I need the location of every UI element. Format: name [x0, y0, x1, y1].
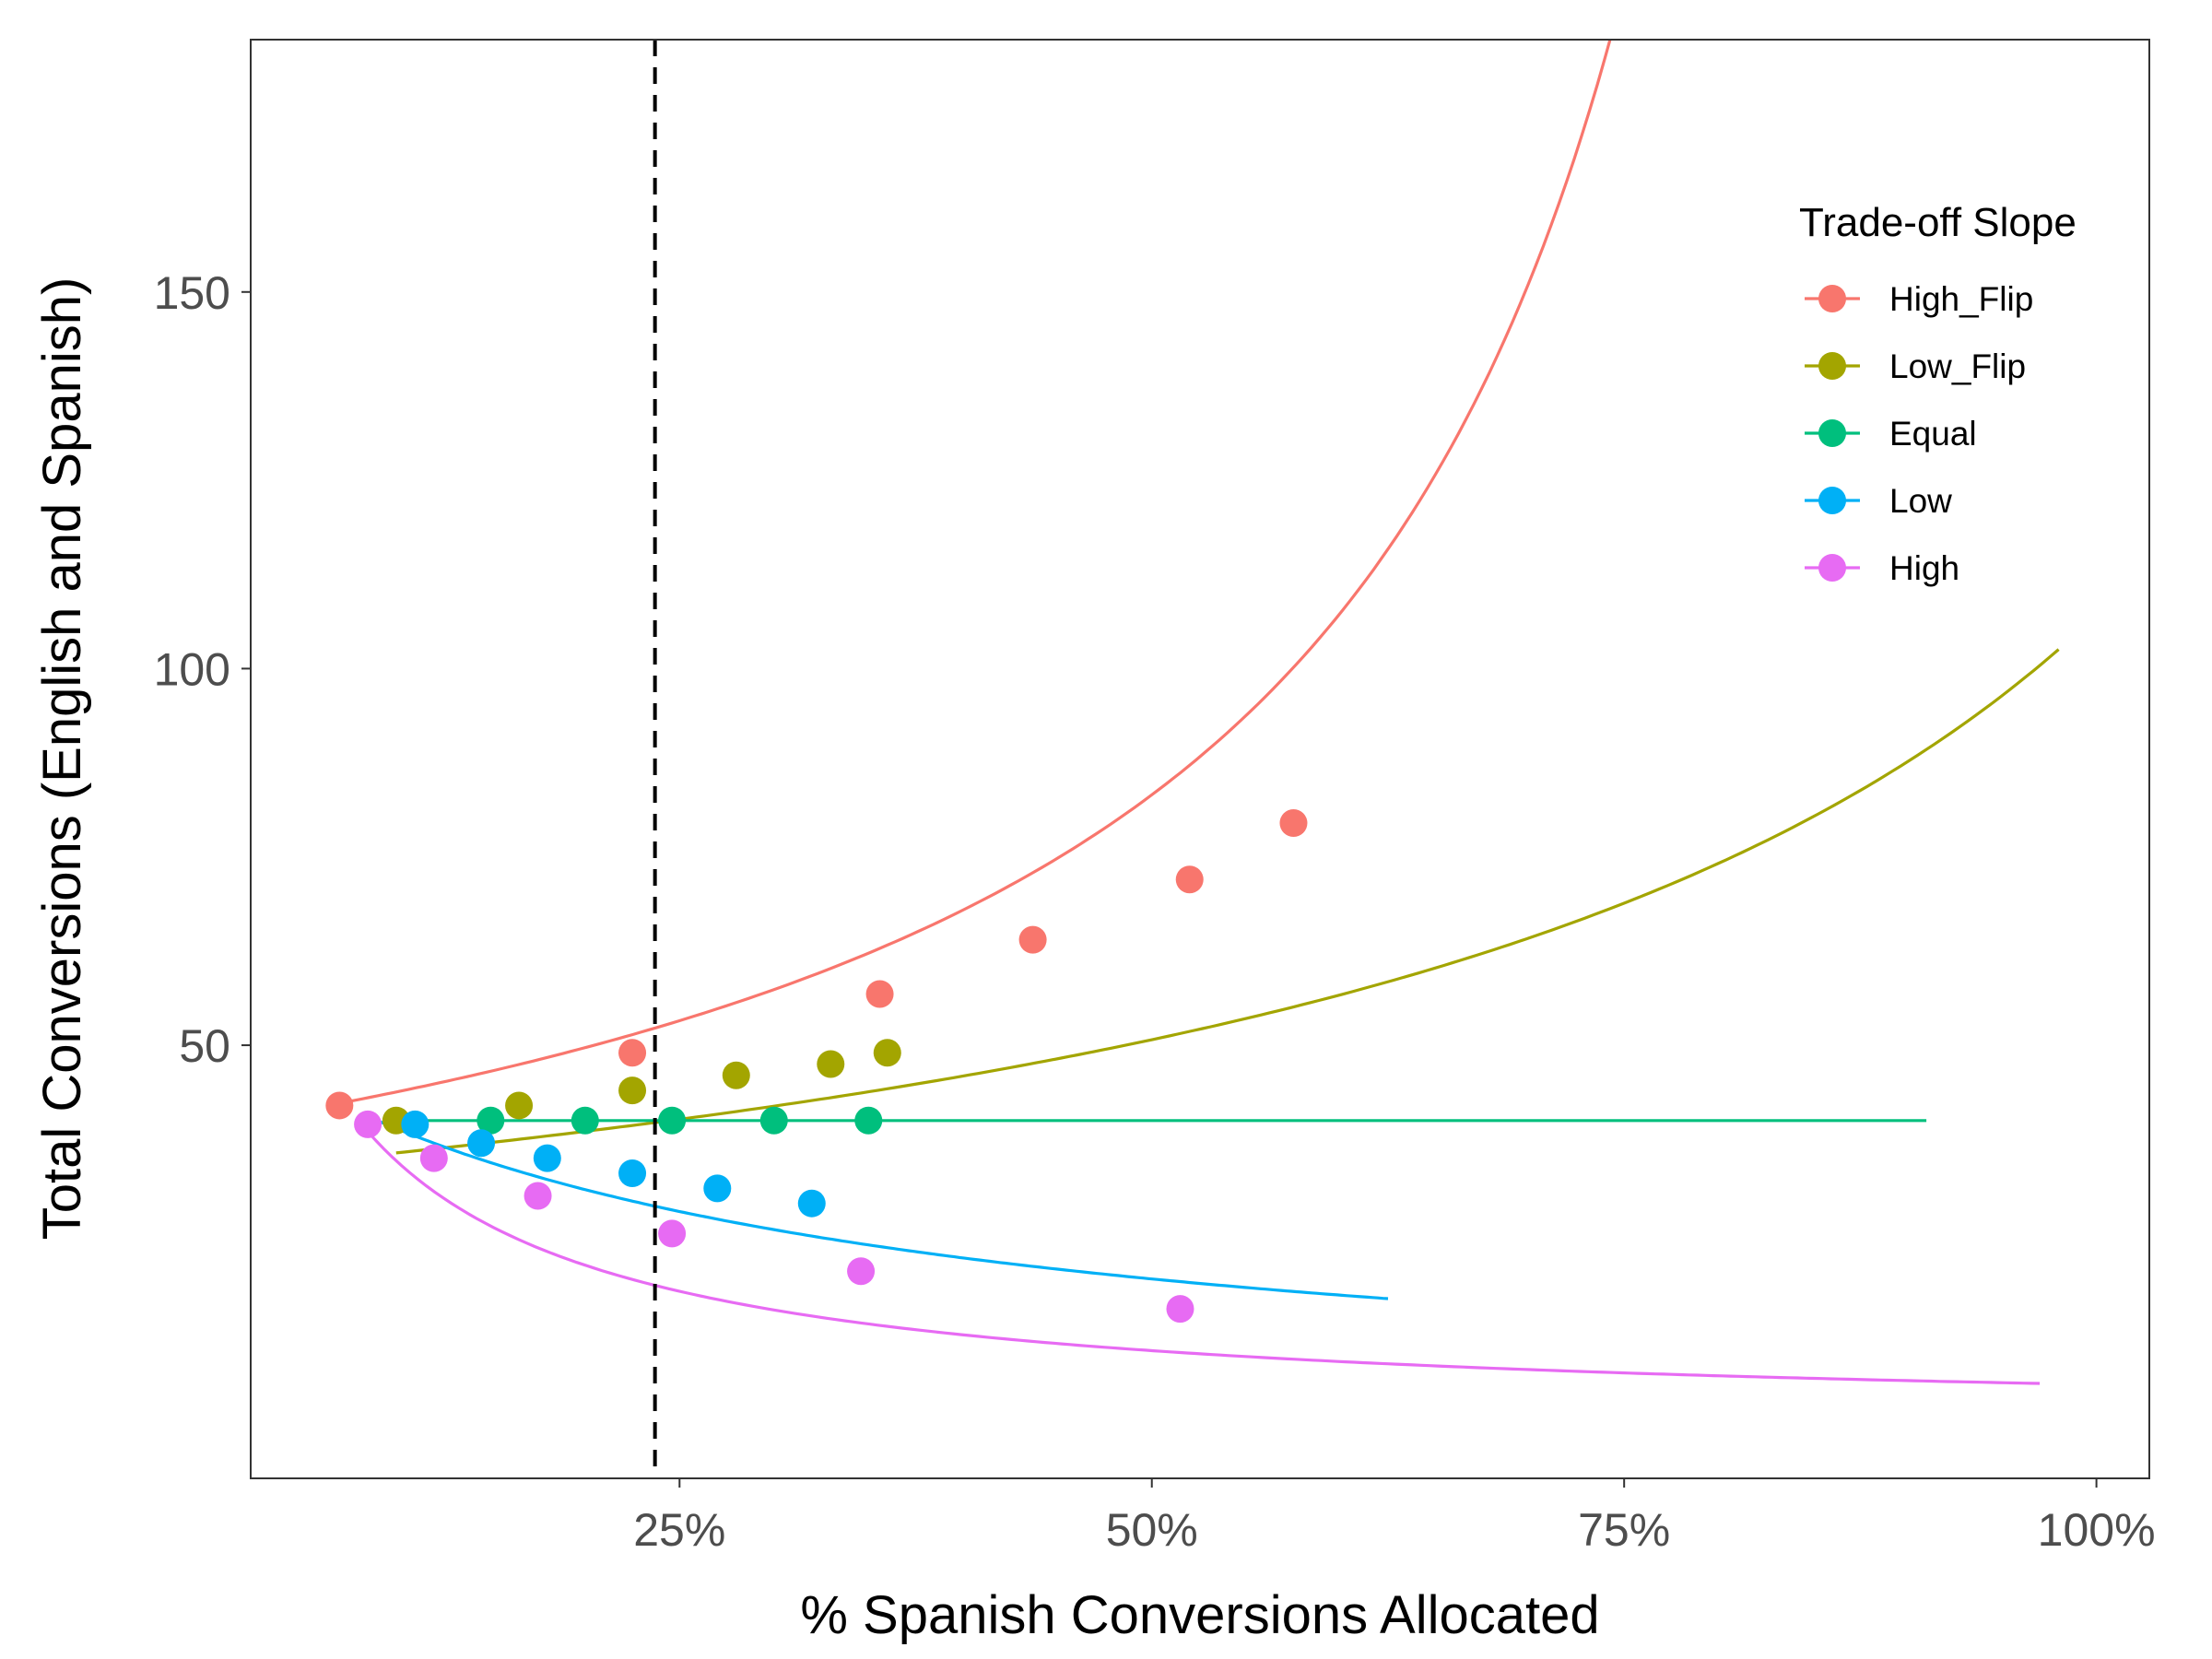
series-line-low: [367, 1114, 1389, 1300]
x-tick-label: 50%: [1106, 1504, 1198, 1556]
x-tick-label: 75%: [1578, 1504, 1670, 1556]
data-point-low: [401, 1110, 429, 1138]
data-point-equal: [571, 1106, 599, 1135]
data-point-high: [658, 1219, 687, 1248]
legend-label-low: Low: [1889, 482, 1952, 520]
data-point-low-flip: [817, 1050, 845, 1078]
legend-items: High_Flip Low_Flip Equal Low High: [1805, 280, 2033, 587]
data-point-equal: [658, 1106, 687, 1135]
y-axis-title: Total Conversions (English and Spanish): [32, 277, 92, 1241]
y-axis-ticks: 50 100 150: [154, 267, 251, 1072]
legend-background: [1783, 180, 2143, 594]
data-point-high-flip: [1175, 865, 1204, 894]
data-point-low: [797, 1189, 826, 1218]
plot-border: [250, 39, 2150, 1479]
data-point-high-flip: [325, 1091, 354, 1120]
data-point-low-flip: [722, 1061, 750, 1089]
data-point-equal: [759, 1106, 788, 1135]
data-point-high: [354, 1110, 382, 1138]
data-point-low: [618, 1159, 647, 1188]
legend-key-point-high-flip: [1818, 285, 1846, 312]
legend-key-point-equal: [1818, 419, 1846, 447]
data-point-low-flip: [505, 1091, 534, 1120]
legend-label-high-flip: High_Flip: [1889, 280, 2033, 318]
data-point-high: [847, 1257, 876, 1286]
data-point-high: [524, 1182, 552, 1210]
data-point-low-flip: [618, 1077, 647, 1105]
legend-key-point-high: [1818, 554, 1846, 582]
x-axis-ticks: 25% 50% 75% 100%: [633, 1478, 2156, 1556]
x-tick-label: 100%: [2038, 1504, 2156, 1556]
data-point-high-flip: [865, 980, 894, 1008]
legend-label-high: High: [1889, 549, 1959, 587]
data-point-high: [419, 1144, 448, 1172]
data-point-low: [533, 1144, 561, 1172]
data-point-low: [467, 1129, 496, 1158]
series-line-high: [366, 1130, 2041, 1385]
legend-key-point-low-flip: [1818, 352, 1846, 380]
data-point-equal: [477, 1106, 505, 1135]
legend-title: Trade-off Slope: [1799, 200, 2077, 245]
y-tick-label: 150: [154, 267, 230, 319]
data-point-high-flip: [1018, 925, 1047, 954]
legend-key-point-low: [1818, 487, 1846, 514]
y-tick-label: 100: [154, 643, 230, 695]
legend-label-low-flip: Low_Flip: [1889, 347, 2026, 385]
data-point-high-flip: [1279, 808, 1308, 837]
legend-label-equal: Equal: [1889, 415, 1977, 453]
y-tick-label: 50: [179, 1020, 230, 1072]
data-point-low: [703, 1174, 732, 1203]
series-points: [325, 808, 1308, 1324]
x-tick-label: 25%: [633, 1504, 725, 1556]
data-point-equal: [854, 1106, 883, 1135]
data-point-high-flip: [618, 1039, 647, 1067]
data-point-low-flip: [873, 1039, 901, 1067]
data-point-high: [1166, 1295, 1194, 1324]
x-axis-title: % Spanish Conversions Allocated: [800, 1585, 1599, 1645]
legend: Trade-off Slope High_Flip Low_Flip Equal Lo…: [1783, 180, 2143, 594]
series-line-high-flip: [339, 40, 1612, 1105]
